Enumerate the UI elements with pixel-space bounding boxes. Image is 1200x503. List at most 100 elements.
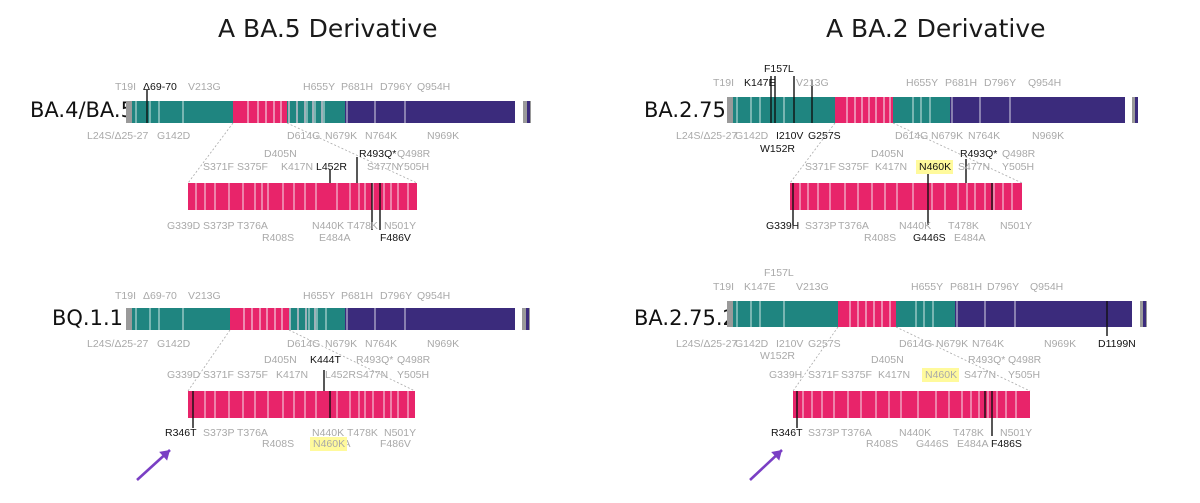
right-bottom-spike-label-h655y: H655Y <box>911 281 943 293</box>
right-top-zoom-guide-left <box>789 122 836 184</box>
right-bottom-tail-segment <box>1143 301 1146 327</box>
left-bottom-gap <box>515 308 522 330</box>
right-top-rbd-label-d405n: D405N <box>871 148 904 160</box>
right-bottom-highlight-n460k <box>922 368 959 382</box>
left-bottom-spike-label-l24s-25-27: L24S/Δ25-27 <box>87 338 148 350</box>
left-bottom-ntd-segment <box>132 308 230 330</box>
right-bottom-rbd-label-f486s: F486S <box>991 438 1022 450</box>
left-bottom-s2-segment <box>345 308 515 330</box>
left-bottom-spike-label-n764k: N764K <box>365 338 397 350</box>
left-bottom-rbd-label-k417n: K417N <box>276 369 308 381</box>
right-top-spike-label-w152r: W152R <box>760 143 795 155</box>
right-bottom-spike-label-t19i: T19I <box>713 281 734 293</box>
left-bottom-rbd-label-s375f: S375F <box>237 369 268 381</box>
right-bottom-spike-label-n764k: N764K <box>972 338 1004 350</box>
right-top-spike-label-d796y: D796Y <box>984 77 1016 89</box>
right-bottom-rbd-label-r408s: R408S <box>866 438 898 450</box>
right-bottom-spike-label-d796y: D796Y <box>987 281 1019 293</box>
right-bottom-spike-label-f157l: F157L <box>764 267 794 279</box>
right-bottom-rbd-zoom-bar <box>793 391 1030 418</box>
right-bottom-rbd-label-s373p: S373P <box>808 427 840 439</box>
left-bottom-rbd-label-s371f: S371F <box>203 369 234 381</box>
right-bottom-spike-label-w152r: W152R <box>760 350 795 362</box>
right-bottom-rbd-label-q498r: Q498R <box>1008 354 1042 366</box>
left-top-rbd-label-s477n: S477N <box>367 161 399 173</box>
right-bottom-spike-label-g142d: G142D <box>735 338 769 350</box>
left-bottom-rbd-label-k444t: K444T <box>310 354 342 366</box>
left-bottom-rbd-label-y505h: Y505H <box>397 369 429 381</box>
right-top-spike-label-f157l: F157L <box>764 63 794 75</box>
left-bottom-spike-label-t19i: T19I <box>115 290 136 302</box>
right-bottom-spike-label-g257s: G257S <box>808 338 841 350</box>
left-top-spike-label-69-70: Δ69-70 <box>143 81 177 93</box>
right-top-rbd-label-s373p: S373P <box>805 220 837 232</box>
left-top-zoom-guide-left <box>187 122 234 184</box>
right-bottom-rbd-label-g446s: G446S <box>916 438 949 450</box>
right-bottom-spike-label-q954h: Q954H <box>1030 281 1063 293</box>
right-bottom-rbd-label-s375f: S375F <box>841 369 872 381</box>
right-top-rbd-label-t376a: T376A <box>838 220 869 232</box>
right-bottom-spike-label-i210v: I210V <box>776 338 803 350</box>
right-bottom-spike-label-d614g: D614G <box>899 338 932 350</box>
left-bottom-rbd-label-s373p: S373P <box>203 427 235 439</box>
right-bottom-zoom-guide-right <box>895 326 1031 392</box>
right-bottom-rbd-label-y505h: Y505H <box>1008 369 1040 381</box>
right-bottom-rbd-label-s477n: S477N <box>964 369 996 381</box>
right-top-spike-label-n969k: N969K <box>1032 130 1064 142</box>
right-top-s1-segment <box>893 97 950 123</box>
right-top-rbd-label-n440k: N440K <box>899 220 931 232</box>
right-top-rbd-label-s375f: S375F <box>838 161 869 173</box>
left-top-rbd-label-r408s: R408S <box>262 232 294 244</box>
left-top-rbd-label-e484a: E484A <box>319 232 351 244</box>
left-bottom-rbd-label-g339d: G339D <box>167 369 201 381</box>
variant-name-ba275: BA.2.75 <box>644 98 726 122</box>
left-top-spike-label-q954h: Q954H <box>417 81 450 93</box>
right-top-spike-label-h655y: H655Y <box>906 77 938 89</box>
left-bottom-rbd-label-s477n: S477N <box>356 369 388 381</box>
left-bottom-spike-label-p681h: P681H <box>341 290 373 302</box>
left-bottom-rbd-label-f486v: F486V <box>380 438 411 450</box>
left-bottom-rbd-label-d405n: D405N <box>264 354 297 366</box>
left-bottom-zoom-guide-right <box>288 329 416 392</box>
right-bottom-ntd-segment <box>733 301 838 327</box>
right-bottom-spike-label-n969k: N969K <box>1044 338 1076 350</box>
left-top-s1-segment <box>287 101 345 123</box>
left-bottom-rbd-label-q498r: Q498R <box>397 354 431 366</box>
left-top-spike-label-n764k: N764K <box>365 130 397 142</box>
right-bottom-spike-label-l24s-25-27: L24S/Δ25-27 <box>676 338 737 350</box>
right-top-rbd-label-r408s: R408S <box>864 232 896 244</box>
right-top-rbd-label-q498r: Q498R <box>1002 148 1036 160</box>
right-top-spike-label-l24s-25-27: L24S/Δ25-27 <box>676 130 737 142</box>
left-top-rbd-label-s371f: S371F <box>203 161 234 173</box>
left-top-rbd-segment <box>233 101 287 123</box>
right-top-spike-label-t19i: T19I <box>713 77 734 89</box>
right-top-rbd-label-e484a: E484A <box>954 232 986 244</box>
left-top-spike-label-d614g: D614G <box>287 130 320 142</box>
variant-name-bq11: BQ.1.1 <box>52 306 124 330</box>
right-bottom-rbd-label-n501y: N501Y <box>1000 427 1032 439</box>
right-bottom-rbd-label-d405n: D405N <box>871 354 904 366</box>
right-top-rbd-segment <box>835 97 893 123</box>
right-bottom-rbd-label-k417n: K417N <box>878 369 910 381</box>
right-bottom-rbd-label-r493q: R493Q* <box>968 354 1005 366</box>
left-bottom-spike-label-h655y: H655Y <box>303 290 335 302</box>
right-top-rbd-label-y505h: Y505H <box>1002 161 1034 173</box>
left-top-s2-segment <box>345 101 515 123</box>
right-panel-title: A BA.2 Derivative <box>826 14 1046 43</box>
right-top-s2-segment <box>950 97 1125 123</box>
left-bottom-spike-label-q954h: Q954H <box>417 290 450 302</box>
left-bottom-rbd-label-n460k: N460K <box>313 438 345 450</box>
left-top-rbd-label-s373p: S373P <box>203 220 235 232</box>
left-top-rbd-label-y505h: Y505H <box>397 161 429 173</box>
right-bottom-s1-segment <box>896 301 955 327</box>
right-top-spike-label-g142d: G142D <box>735 130 769 142</box>
left-top-rbd-label-k417n: K417N <box>281 161 313 173</box>
left-bottom-rbd-label-r346t: R346T <box>165 427 197 439</box>
left-top-rbd-label-d405n: D405N <box>264 148 297 160</box>
left-bottom-spike-label-v213g: V213G <box>188 290 221 302</box>
right-top-spike-label-n764k: N764K <box>968 130 1000 142</box>
left-bottom-highlight-n460k <box>310 437 347 451</box>
right-bottom-rbd-segment <box>838 301 896 327</box>
right-top-rbd-label-k417n: K417N <box>875 161 907 173</box>
